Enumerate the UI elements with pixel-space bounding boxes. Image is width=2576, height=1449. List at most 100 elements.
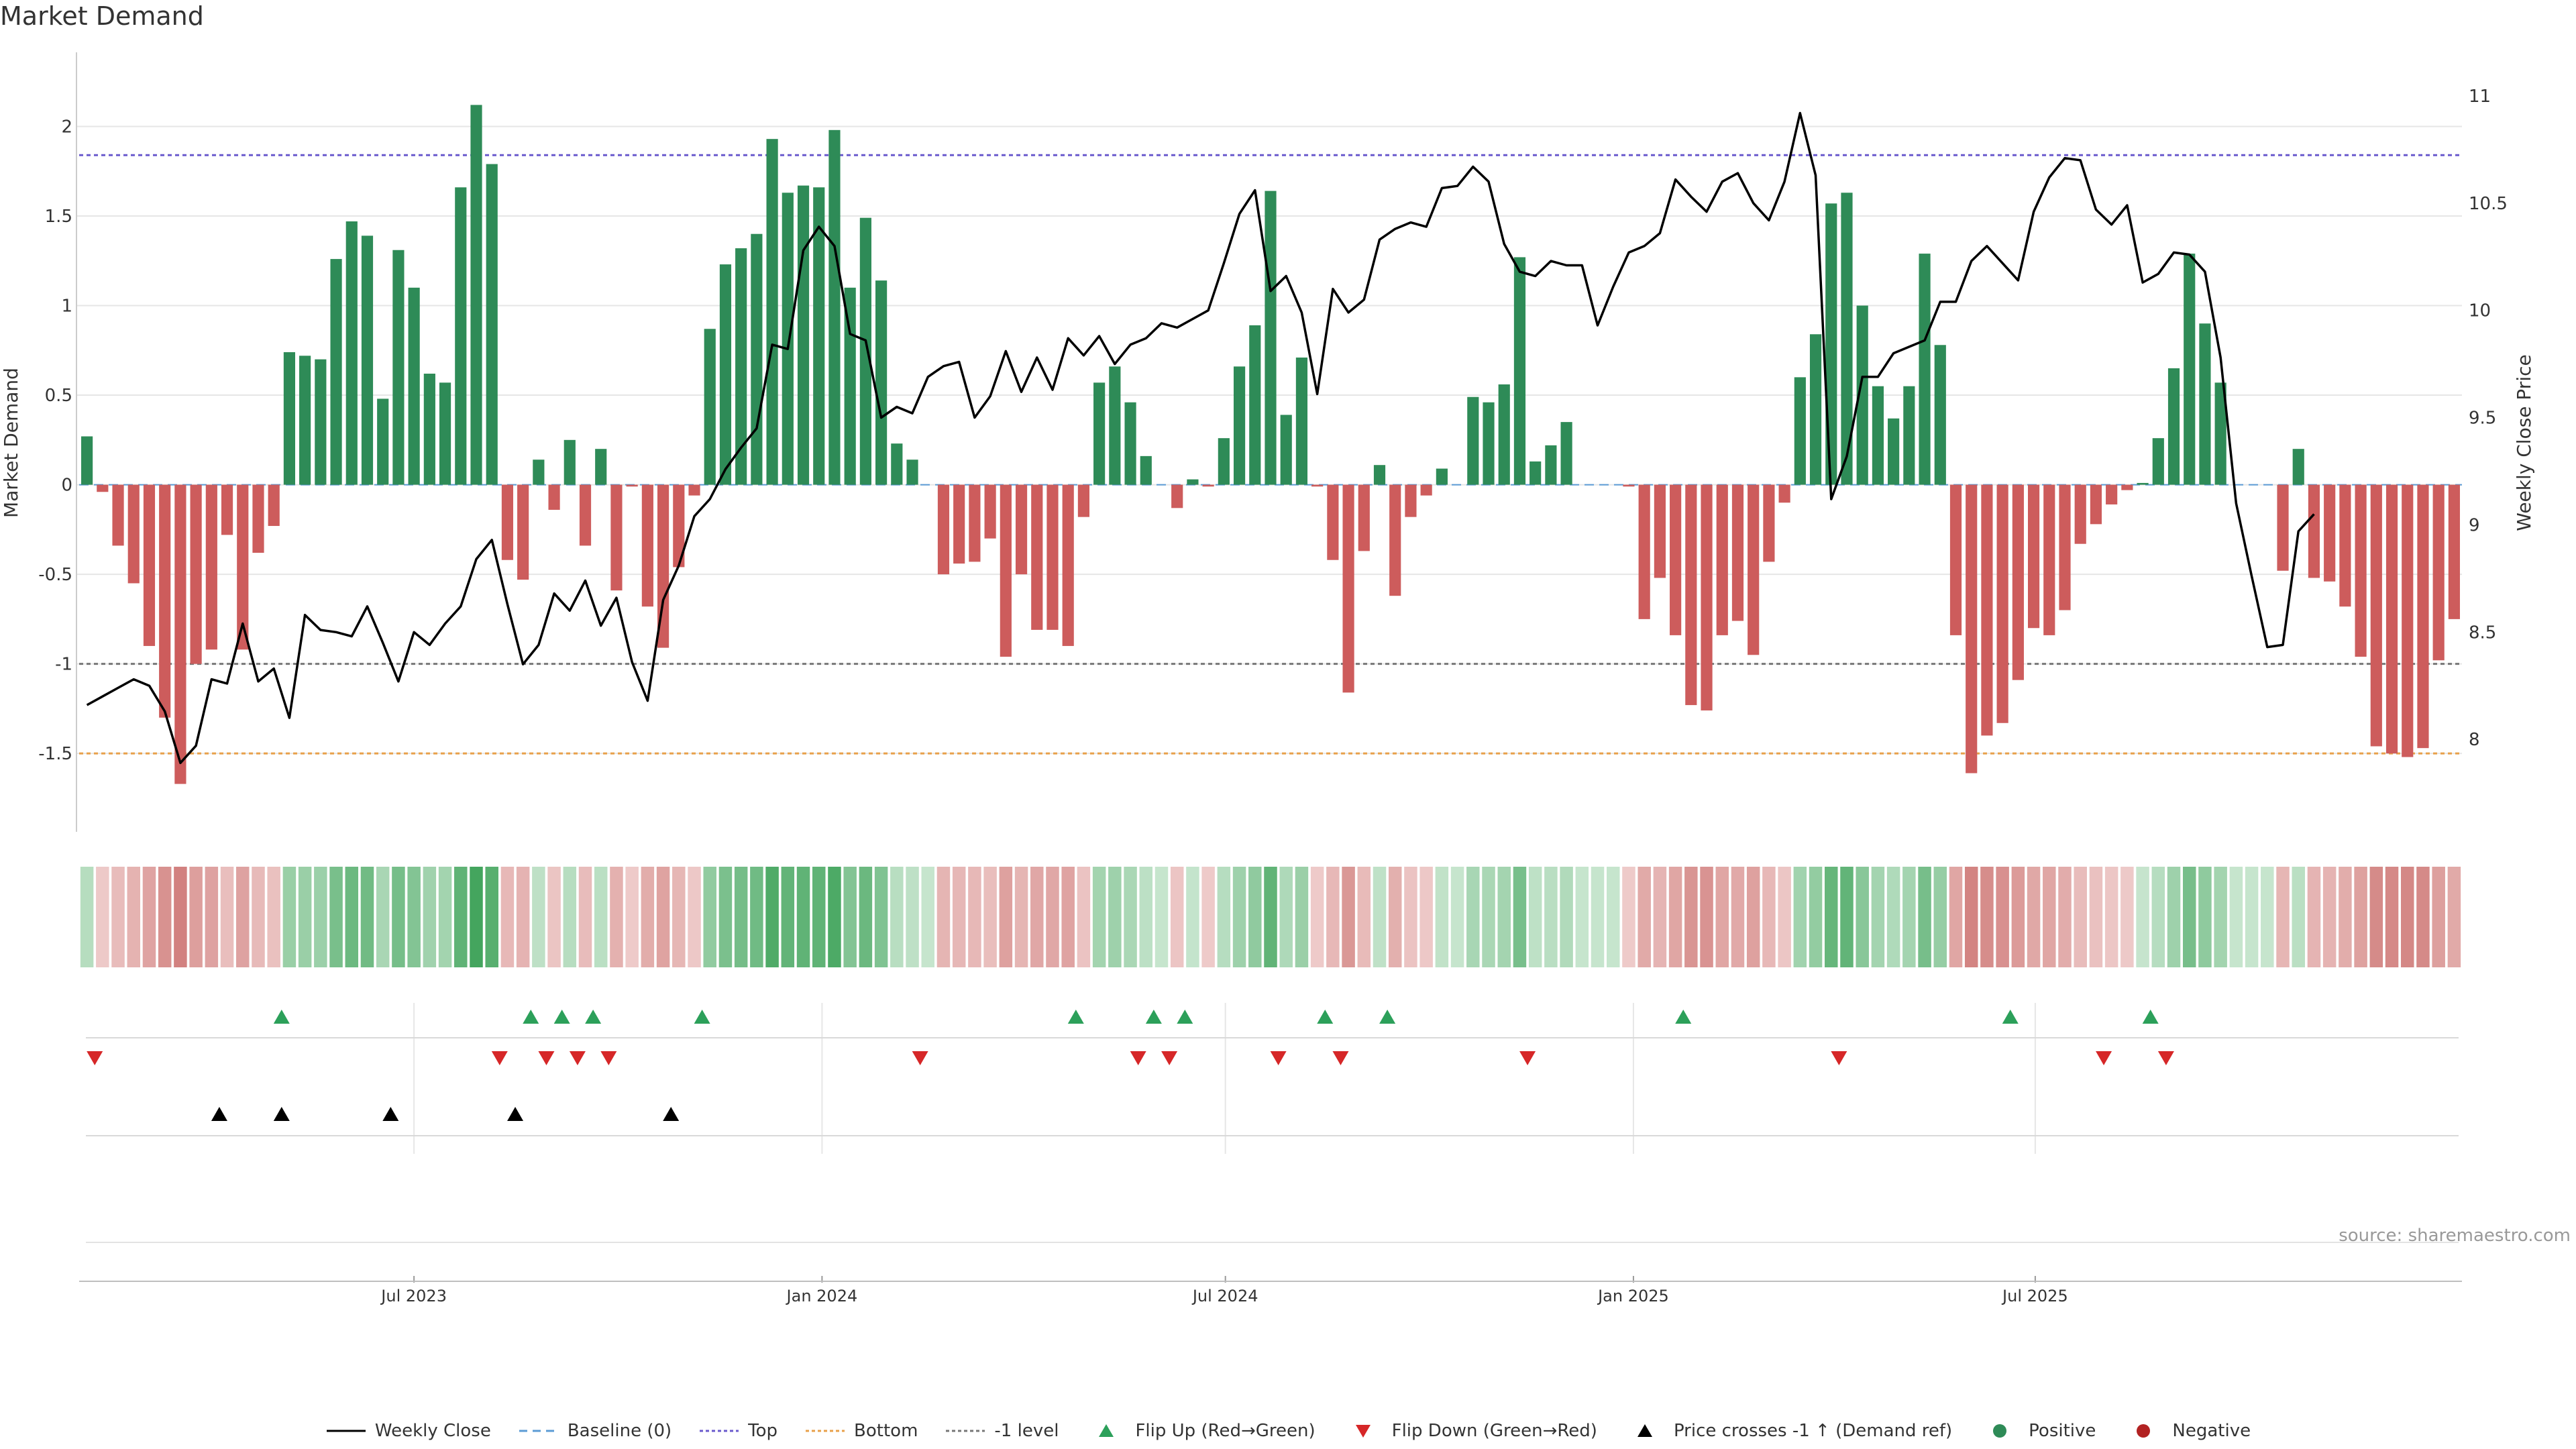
heat-strip-cell [578,867,592,967]
flip-down-marker [2157,1051,2174,1065]
y-tick-label-right: 9.5 [2469,409,2496,429]
demand-bar [190,484,202,664]
demand-bar [2059,484,2071,610]
heat-strip-cell [906,867,919,967]
x-tick-label: Jul 2025 [2001,1287,2068,1305]
heat-strip-cell [252,867,265,967]
heat-strip-cell [1638,867,1651,967]
heat-strip-cell [189,867,203,967]
demand-bar [626,484,638,487]
heat-strip-cell [672,867,686,967]
demand-bar [875,280,888,485]
heat-strip-cell [1715,867,1729,967]
heat-strip-cell [952,867,966,967]
legend-label: Price crosses -1 ↑ (Demand ref) [1673,1421,1953,1441]
demand-bar [1327,484,1339,560]
demand-bar [1872,386,1884,485]
heat-strip-cell [1092,867,1106,967]
dotted-line-icon [806,1430,845,1432]
legend-item: Positive [1979,1421,2096,1441]
heat-strip-cell [688,867,701,967]
demand-bar [1966,484,1978,773]
y-tick-label-left: 1 [61,297,72,317]
heat-strip-cell [1762,867,1776,967]
heat-strip-cell [423,867,437,967]
heat-strip-cell [1201,867,1215,967]
y-tick-label-left: -1 [55,655,72,675]
heat-strip-cell [1918,867,1931,967]
heat-strip-cell [111,867,125,967]
heat-strip-cell [1933,867,1947,967]
demand-bar [486,164,498,485]
demand-bar [2339,484,2351,607]
heat-strip-cell [625,867,639,967]
demand-bar [579,484,592,546]
heat-strip-cell [1108,867,1122,967]
heat-strip-cell [1497,867,1511,967]
demand-bar [1436,468,1448,485]
heat-strip-cell [1264,867,1277,967]
demand-bar [377,398,389,485]
weekly-close-line [86,111,2315,765]
legend-item: Top [698,1421,777,1441]
triangle-up-icon [1637,1424,1652,1437]
heat-strip-cell [1450,867,1464,967]
flip-down-marker [538,1051,555,1065]
demand-bar [1077,484,1090,517]
demand-bar [1825,203,1837,485]
heat-strip-cell [1964,867,1978,967]
demand-bar [1015,484,1028,575]
y-tick-label-right: 9 [2469,515,2480,535]
heat-strip-cell [1482,867,1495,967]
heat-strip-cell [282,867,297,967]
heat-strip-cell [205,867,219,967]
heat-strip-cell [703,867,716,967]
heat-strip-cell [158,867,172,967]
demand-bar [595,449,607,485]
legend-item: Negative [2123,1421,2251,1441]
heat-strip-cell [750,867,763,967]
heat-strip-cell [1622,867,1635,967]
demand-bar [969,484,981,562]
x-axis: Jul 2023 Jan 2024 Jul 2024 Jan 2025 Jul 2025 [79,1276,2462,1305]
demand-bar [1949,484,1962,635]
flip-up-marker [1067,1010,1084,1024]
legend-label: Weekly Close [374,1421,491,1441]
demand-bar [2308,484,2320,578]
flip-down-marker [2096,1051,2112,1065]
heat-strip-cell [500,867,515,967]
heat-strip-cell [1155,867,1169,967]
price-cross-marker [507,1107,524,1121]
demand-bar [2417,484,2429,749]
price-cross-marker [663,1107,680,1121]
heat-strip-cell [1342,867,1355,967]
heat-strip-cell [267,867,280,967]
demand-bar [1218,438,1230,485]
demand-bar [2324,484,2336,582]
heat-strip-cell [1560,867,1573,967]
flip-up-marker [1379,1010,1396,1024]
heat-strip-cell [2011,867,2025,967]
heat-strip-cell [2074,867,2087,967]
heat-strip-cell [2027,867,2041,967]
demand-bar [1670,484,1682,635]
heat-strip-cell [1357,867,1371,967]
demand-bar [1093,382,1106,485]
heat-strip-cell [968,867,981,967]
heat-strip-cell [1232,867,1246,967]
y-tick-label-right: 8 [2469,730,2480,750]
demand-bar [1171,484,1183,508]
heat-strip-cell [2369,867,2383,967]
legend-label: Baseline (0) [567,1421,672,1441]
heat-strip-cell [547,867,561,967]
demand-bar [1529,461,1542,485]
flip-up-marker [553,1010,570,1024]
signal-markers [87,1010,2174,1121]
legend-label: Positive [2029,1421,2096,1441]
flip-down-marker [1161,1051,1178,1065]
legend-item: Baseline (0) [518,1421,672,1441]
demand-bar [252,484,264,553]
flip-down-marker [912,1051,928,1065]
flip-up-marker [585,1010,602,1024]
demand-bar [2370,484,2382,747]
